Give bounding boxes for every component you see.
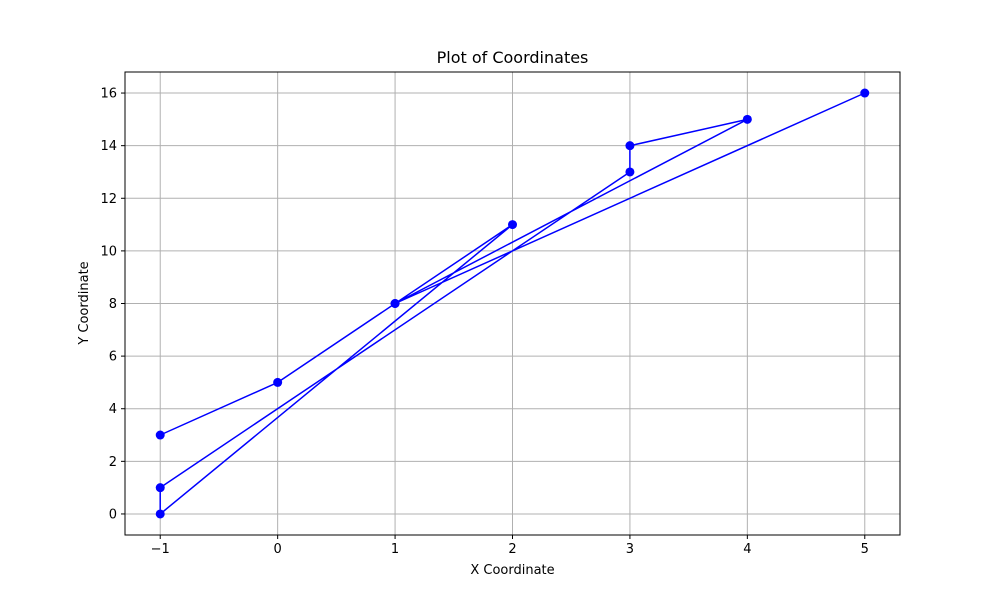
y-tick-label: 12 <box>100 192 117 207</box>
data-point <box>860 88 870 98</box>
data-point <box>625 141 635 151</box>
y-tick-label: 10 <box>100 244 117 259</box>
y-tick-label: 14 <box>100 139 117 154</box>
x-tick-label: 5 <box>861 542 869 557</box>
x-tick-label: 0 <box>274 542 282 557</box>
data-point <box>273 377 283 387</box>
x-axis-label: X Coordinate <box>470 563 554 578</box>
x-tick-label: −1 <box>151 542 170 557</box>
chart-title: Plot of Coordinates <box>437 48 589 67</box>
y-tick-label: 16 <box>100 87 117 102</box>
y-tick-label: 8 <box>109 297 117 312</box>
x-tick-label: 1 <box>391 542 399 557</box>
x-tick-label: 4 <box>743 542 751 557</box>
data-point <box>508 220 517 230</box>
y-tick-label: 2 <box>109 455 117 470</box>
x-tick-label: 2 <box>508 542 516 557</box>
y-tick-label: 0 <box>109 507 117 522</box>
data-point <box>742 114 752 124</box>
x-tick-label: 3 <box>626 542 634 557</box>
data-point <box>625 167 635 177</box>
y-tick-label: 4 <box>109 402 117 417</box>
data-point <box>155 509 165 519</box>
data-point <box>390 299 400 308</box>
data-point <box>155 430 165 440</box>
y-tick-label: 6 <box>109 350 117 365</box>
y-axis-label: Y Coordinate <box>77 261 92 345</box>
data-series <box>155 88 870 519</box>
data-point <box>155 483 165 493</box>
